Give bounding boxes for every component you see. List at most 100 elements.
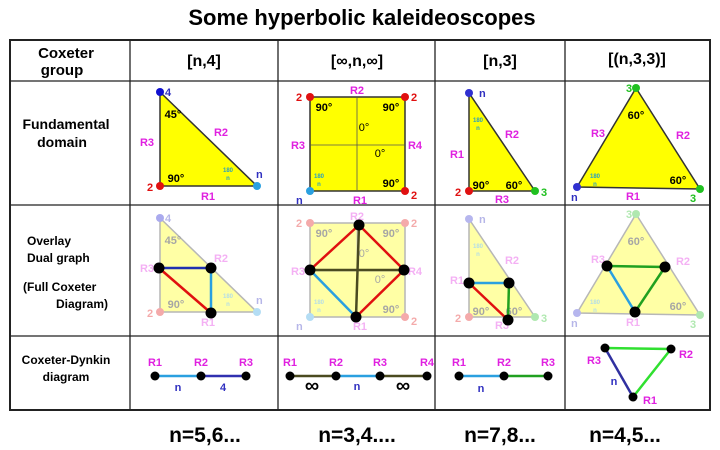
svg-text:3: 3 (626, 83, 632, 95)
domain-n3: n 2 3 180 n R2 R1 90° 60° R3 (450, 88, 547, 206)
svg-text:4: 4 (165, 87, 172, 99)
svg-text:3: 3 (541, 187, 547, 199)
title: Some hyperbolic kaleideoscopes (188, 5, 535, 30)
dynkin-n33: R3 R2 R1 n (587, 343, 693, 407)
svg-text:2: 2 (296, 92, 302, 104)
range-n4: n=5,6... (169, 424, 241, 447)
svg-text:n: n (226, 176, 230, 182)
svg-text:180: 180 (590, 174, 601, 180)
svg-text:R2: R2 (329, 357, 343, 369)
svg-text:90°: 90° (168, 173, 185, 185)
group-header-n3: [n,3] (483, 53, 517, 70)
svg-text:R1: R1 (201, 191, 215, 203)
row-label-fundamental-domain-2: domain (37, 134, 87, 150)
node-R3 (153, 262, 165, 274)
svg-text:60°: 60° (670, 175, 687, 187)
svg-text:2: 2 (147, 182, 153, 194)
dual-graph-inf-n-inf (304, 219, 410, 323)
dynkin-n4: R1 R2 R3 n 4 (148, 357, 253, 394)
svg-text:180: 180 (473, 118, 484, 124)
svg-text:45°: 45° (165, 109, 182, 121)
svg-text:R3: R3 (495, 194, 509, 206)
svg-text:60°: 60° (628, 110, 645, 122)
group-header-n4: [n,4] (187, 53, 221, 70)
svg-text:R2: R2 (194, 357, 208, 369)
row-label-overlay-2: Dual graph (27, 251, 90, 265)
svg-text:n: n (256, 169, 263, 181)
svg-text:2: 2 (411, 190, 417, 202)
node-R1 (463, 277, 475, 289)
domain-n33: 3 n 3 60° R3 R2 R1 60° 180 n (571, 83, 704, 205)
domain-inf-n-inf: 2 2 2 n R2 R3 R4 R1 90° 90° 90° 0° 0° 18… (291, 85, 423, 207)
range-inf-n-inf: n=3,4.... (318, 424, 396, 447)
dual-graph-n3 (463, 277, 515, 326)
svg-text:4: 4 (220, 382, 227, 394)
svg-text:R2: R2 (214, 127, 228, 139)
svg-text:n: n (354, 381, 361, 393)
node-R3 (502, 314, 514, 326)
faded-domain-n3 (449, 213, 548, 333)
svg-text:2: 2 (411, 92, 417, 104)
row-label-coxeter-group: Coxeter (38, 45, 94, 62)
svg-text:R4: R4 (408, 140, 423, 152)
svg-text:90°: 90° (473, 180, 490, 192)
svg-text:3: 3 (690, 193, 696, 205)
node-R2 (205, 262, 217, 274)
svg-text:n: n (296, 195, 303, 207)
svg-text:90°: 90° (383, 102, 400, 114)
dual-graph-n4 (153, 262, 217, 319)
edge-order2 (158, 267, 212, 314)
node-R1 (205, 307, 217, 319)
svg-text:n: n (611, 376, 618, 388)
node-R2 (503, 277, 515, 289)
svg-text:R3: R3 (239, 357, 253, 369)
svg-text:0°: 0° (359, 122, 370, 134)
svg-text:R2: R2 (505, 129, 519, 141)
svg-text:60°: 60° (506, 180, 523, 192)
svg-text:0°: 0° (375, 148, 386, 160)
svg-text:R1: R1 (450, 149, 464, 161)
row-label-overlay-3: (Full Coxeter (23, 280, 97, 294)
node-R1 (629, 306, 641, 318)
range-n3: n=7,8... (464, 424, 536, 447)
svg-text:∞: ∞ (396, 375, 410, 397)
svg-text:180: 180 (314, 174, 325, 180)
group-header-inf-n-inf: [∞,n,∞] (331, 53, 383, 70)
svg-text:R1: R1 (626, 191, 640, 203)
svg-text:n: n (593, 182, 597, 188)
svg-text:2: 2 (455, 187, 461, 199)
svg-text:R1: R1 (283, 357, 297, 369)
dual-graph-n33 (601, 260, 671, 318)
svg-text:R1: R1 (452, 357, 466, 369)
vertex-4 (156, 88, 164, 96)
node-R2 (353, 219, 365, 231)
svg-text:R3: R3 (591, 128, 605, 140)
svg-text:n: n (175, 382, 182, 394)
dynkin-n3: R1 R2 R3 n (452, 357, 555, 395)
row-label-overlay-4: Diagram) (56, 297, 108, 311)
svg-text:n: n (478, 383, 485, 395)
svg-text:180: 180 (223, 168, 234, 174)
vertex-n (253, 182, 261, 190)
svg-text:R3: R3 (373, 357, 387, 369)
row-label-fundamental-domain: Fundamental (22, 116, 109, 132)
svg-text:R1: R1 (643, 395, 657, 407)
row-label-dynkin: Coxeter-Dynkin (22, 353, 111, 367)
node-R3 (601, 260, 613, 272)
svg-text:R3: R3 (541, 357, 555, 369)
row-label-overlay: Overlay (27, 234, 71, 248)
svg-text:R2: R2 (497, 357, 511, 369)
svg-text:R3: R3 (140, 137, 154, 149)
svg-text:90°: 90° (316, 102, 333, 114)
svg-text:R1: R1 (148, 357, 162, 369)
svg-text:∞: ∞ (305, 375, 319, 397)
svg-text:R2: R2 (676, 130, 690, 142)
svg-text:R2: R2 (350, 85, 364, 97)
node-R4 (398, 264, 410, 276)
vertex-2 (156, 182, 164, 190)
node-R3 (304, 264, 316, 276)
node-R2 (659, 261, 671, 273)
domain-n4: 4 2 n 45° 90° 180 n R2 R3 R1 (140, 87, 263, 203)
svg-text:R1: R1 (353, 195, 367, 207)
